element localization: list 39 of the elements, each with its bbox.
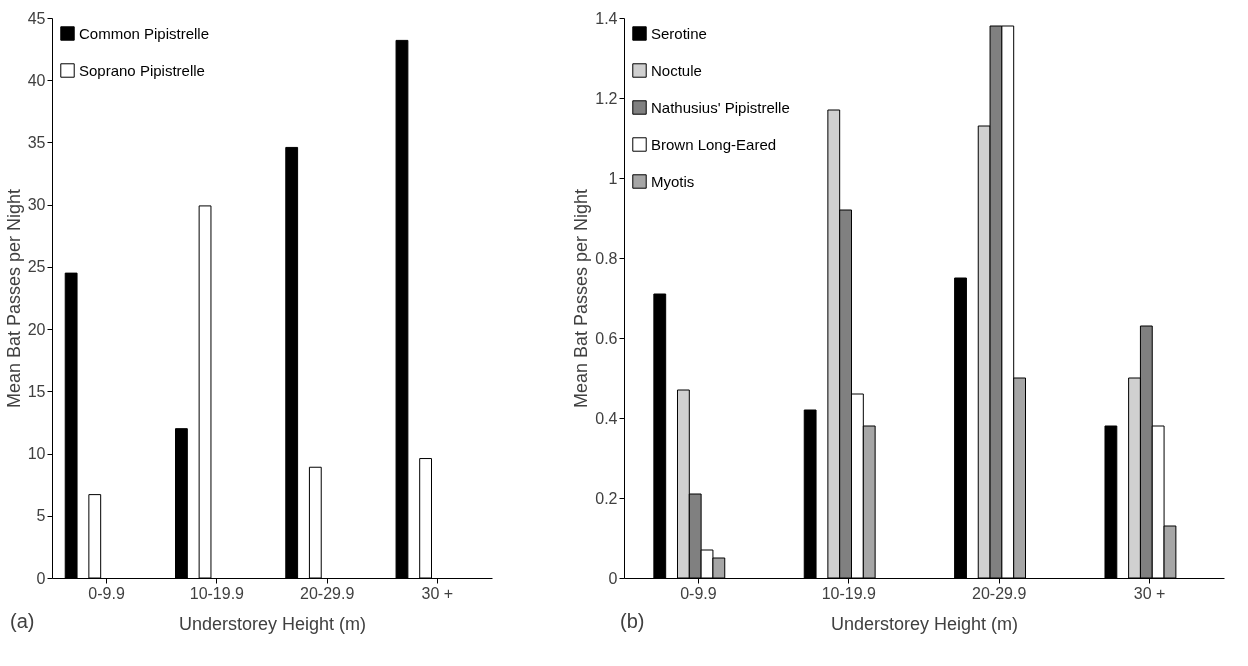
y-tick-label: 5 bbox=[36, 507, 46, 525]
y-tick-label: 0.8 bbox=[595, 249, 618, 267]
y-tick-label: 40 bbox=[27, 71, 46, 89]
y-tick-label: 10 bbox=[27, 445, 46, 463]
y-tick-label: 0 bbox=[36, 569, 46, 587]
text: (b) bbox=[620, 610, 645, 633]
y-tick-label: 15 bbox=[27, 382, 46, 400]
y-tick-label: 1.4 bbox=[595, 9, 618, 27]
legend-label: Myotis bbox=[651, 172, 695, 190]
x-tick-label: 30 + bbox=[421, 584, 454, 602]
text: (a) bbox=[10, 610, 35, 633]
y-tick-label: 0.6 bbox=[595, 329, 618, 347]
y-tick-label: 0 bbox=[608, 569, 618, 587]
x-tick-label: 10-19.9 bbox=[189, 584, 245, 602]
x-tick-label: 20-29.9 bbox=[972, 584, 1027, 602]
x-tick-label: 20-29.9 bbox=[300, 584, 355, 602]
y-tick-label: 45 bbox=[27, 9, 46, 27]
y-tick-label: 0.2 bbox=[595, 489, 618, 507]
legend-label: Noctule bbox=[651, 61, 702, 79]
y-axis-title: Mean Bat Passes per Night bbox=[3, 188, 24, 409]
x-tick-label: 30 + bbox=[1133, 584, 1166, 602]
y-tick-label: 1 bbox=[608, 169, 618, 187]
y-tick-label: 1.2 bbox=[595, 89, 618, 107]
x-tick-label: 10-19.9 bbox=[821, 584, 877, 602]
x-tick-label: 0-9.9 bbox=[680, 584, 717, 602]
y-tick-label: 30 bbox=[27, 196, 46, 214]
legend-label: Common Pipistrelle bbox=[79, 24, 210, 42]
x-axis-title: Understorey Height (m) bbox=[178, 613, 367, 634]
legend-label: Serotine bbox=[651, 24, 707, 42]
y-tick-label: 35 bbox=[27, 133, 46, 151]
legend-label: Soprano Pipistrelle bbox=[79, 61, 205, 79]
y-axis-title: Mean Bat Passes per Night bbox=[571, 188, 592, 409]
x-tick-label: 0-9.9 bbox=[88, 584, 125, 602]
legend-label: Brown Long-Eared bbox=[651, 135, 777, 153]
y-tick-label: 0.4 bbox=[595, 409, 618, 427]
y-tick-label: 20 bbox=[27, 320, 46, 338]
y-tick-label: 25 bbox=[27, 258, 46, 276]
x-axis-title: Understorey Height (m) bbox=[830, 613, 1019, 634]
legend-label: Nathusius' Pipistrelle bbox=[651, 98, 790, 116]
